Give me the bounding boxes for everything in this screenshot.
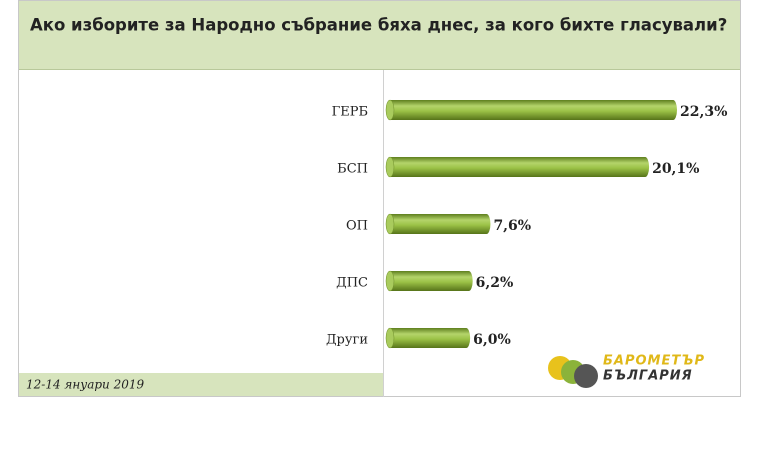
value-label: 20,1% [652,161,699,177]
logo-head [574,364,598,388]
category-label: ОП [346,219,368,234]
bar [386,271,473,291]
date-note: 12-14 януари 2019 [26,378,145,392]
value-label: 6,0% [473,332,511,348]
bar-cap [385,213,395,235]
chart-title: Ако изборите за Народно събрание бяха дн… [30,16,727,35]
date-band [19,373,383,396]
category-label: ДПС [336,276,368,291]
category-label: Други [326,333,368,348]
bar-cap [385,270,395,292]
logo-text: БАРОМЕТЪР [603,354,705,369]
logo-text: БЪЛГАРИЯ [603,369,693,384]
logo: БАРОМЕТЪР БЪЛГАРИЯ [548,354,705,388]
value-label: 7,6% [493,218,531,234]
value-label: 6,2% [476,275,514,291]
category-label: БСП [337,162,368,177]
bar [386,214,491,234]
category-label: ГЕРБ [332,105,368,120]
bar-cap [385,156,395,178]
title-band [19,1,740,69]
bar-cap [385,99,395,121]
bar [386,100,677,120]
bar-cap [385,327,395,349]
value-label: 22,3% [680,104,727,120]
bar [386,157,650,177]
bar [386,328,471,348]
